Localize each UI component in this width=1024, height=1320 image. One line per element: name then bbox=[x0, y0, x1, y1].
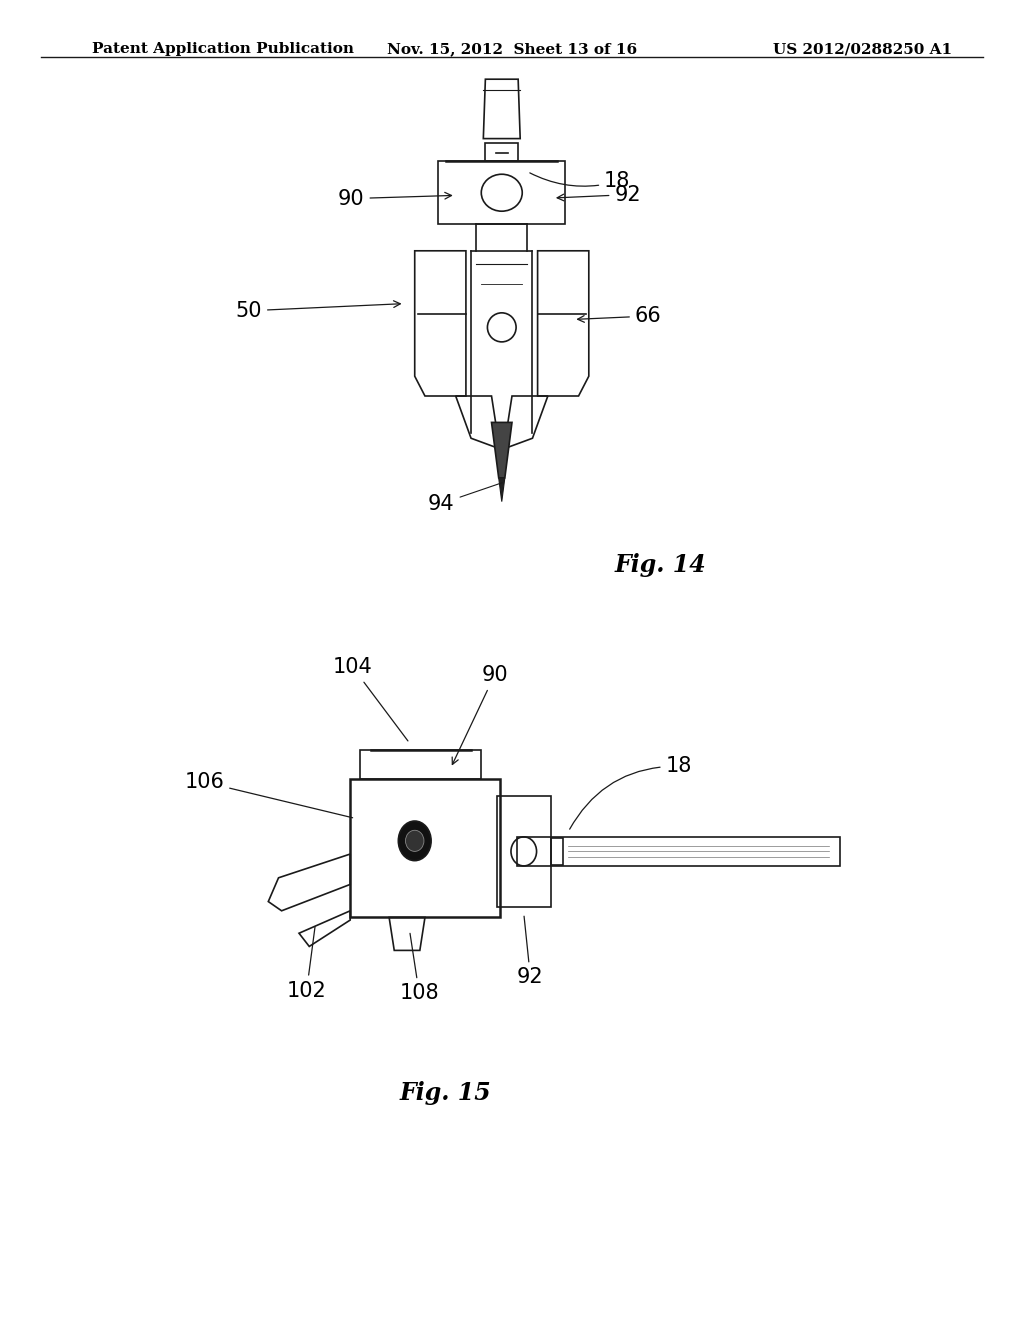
Text: Nov. 15, 2012  Sheet 13 of 16: Nov. 15, 2012 Sheet 13 of 16 bbox=[387, 42, 637, 57]
Text: 18: 18 bbox=[529, 172, 631, 191]
Text: 102: 102 bbox=[287, 927, 327, 1001]
Text: Patent Application Publication: Patent Application Publication bbox=[92, 42, 354, 57]
Ellipse shape bbox=[398, 821, 431, 861]
Text: US 2012/0288250 A1: US 2012/0288250 A1 bbox=[773, 42, 952, 57]
Text: Fig. 15: Fig. 15 bbox=[399, 1081, 492, 1105]
Text: 106: 106 bbox=[184, 772, 352, 818]
Text: 92: 92 bbox=[557, 185, 641, 205]
Polygon shape bbox=[492, 422, 512, 478]
Polygon shape bbox=[499, 478, 505, 502]
Text: 108: 108 bbox=[399, 933, 439, 1003]
Text: 66: 66 bbox=[578, 306, 662, 326]
Text: 90: 90 bbox=[338, 189, 452, 209]
Text: 92: 92 bbox=[517, 916, 544, 987]
Text: Fig. 14: Fig. 14 bbox=[614, 553, 707, 577]
Text: 90: 90 bbox=[453, 665, 508, 764]
Text: 18: 18 bbox=[569, 756, 692, 829]
Text: 94: 94 bbox=[428, 483, 502, 513]
Ellipse shape bbox=[406, 830, 424, 851]
Text: 104: 104 bbox=[333, 657, 408, 741]
Text: 50: 50 bbox=[236, 301, 400, 321]
